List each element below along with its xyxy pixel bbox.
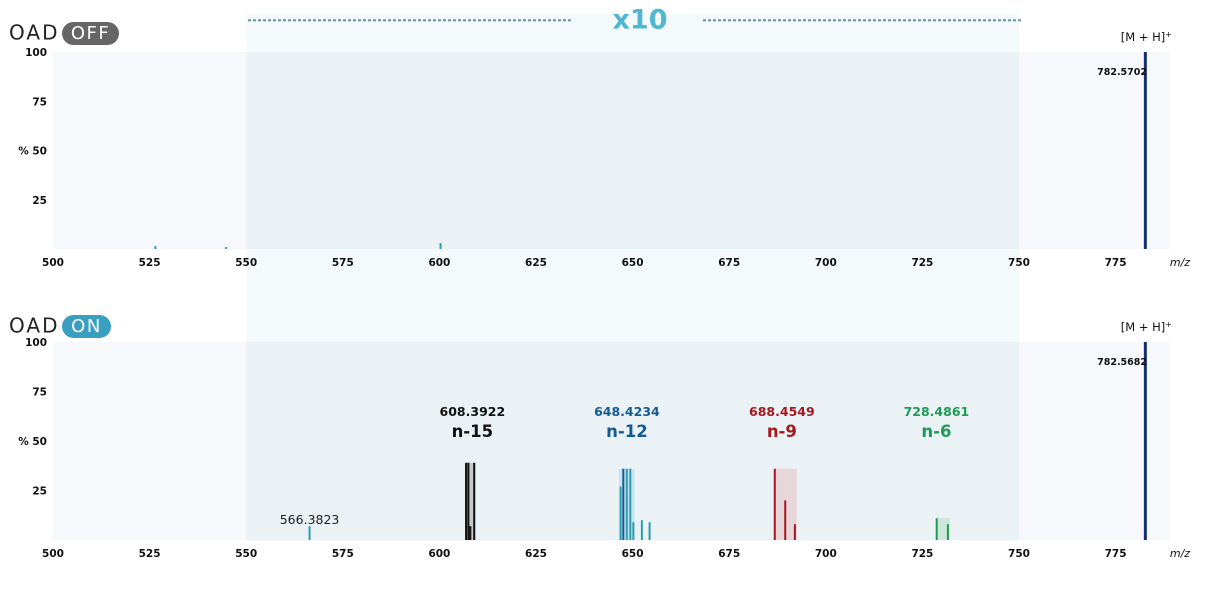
peak-bar [946, 524, 949, 540]
peak-bar [439, 243, 442, 249]
precursor-label: [M + H]+ [1121, 30, 1172, 44]
peak-bar [793, 524, 796, 540]
peak-bar [629, 468, 632, 540]
peak-bar [622, 468, 625, 540]
peak-bar [632, 522, 635, 540]
peak-bar [469, 526, 472, 540]
x-tick-label: 550 [235, 257, 257, 269]
peak-bar [308, 526, 311, 540]
zoom-area [246, 52, 1019, 249]
x-tick-label: 500 [42, 257, 64, 269]
peak-bar [784, 500, 787, 540]
badge-on [62, 315, 111, 338]
x-tick-label: 525 [139, 548, 161, 560]
x-tick-label: 625 [525, 257, 547, 269]
y-tick-label: % 50 [18, 436, 47, 448]
fragment-mz-label: 728.4861 [904, 404, 970, 419]
fragment-n-label: n-6 [921, 422, 951, 441]
highlight-band [465, 462, 476, 540]
fragment-n-label: n-12 [606, 422, 648, 441]
peak-bar [648, 522, 651, 540]
peak-bar [935, 518, 938, 540]
precursor-label: [M + H]+ [1121, 320, 1172, 334]
fragment-mz-label: 688.4549 [749, 404, 815, 419]
highlight-band [935, 518, 950, 540]
badge-text: ON [71, 316, 102, 337]
x-axis-label: m/z [1170, 547, 1190, 560]
x-tick-label: 575 [332, 548, 354, 560]
x-tick-label: 650 [622, 257, 644, 269]
x-tick-label: 750 [1008, 257, 1030, 269]
x-tick-label: 525 [139, 257, 161, 269]
badge-off [62, 22, 119, 45]
precursor-mz-label: 782.5702 [1097, 67, 1147, 78]
zoom-area [246, 342, 1019, 540]
mode-label: OAD [9, 21, 59, 45]
fragment-n-label: n-15 [452, 422, 494, 441]
x-tick-label: 725 [911, 257, 933, 269]
badge-text: OFF [71, 23, 110, 44]
x-tick-label: 550 [235, 548, 257, 560]
mode-label: OAD [9, 314, 59, 338]
y-tick-label: % 50 [18, 146, 47, 158]
peak-bar [773, 468, 776, 540]
fragment-mz-label: 608.3922 [440, 404, 506, 419]
y-tick-label: 100 [25, 47, 47, 59]
zoom-label: x10 [613, 5, 668, 36]
peak-bar [640, 520, 643, 540]
peak-bar [625, 468, 628, 540]
peak-bar [465, 462, 468, 540]
x-tick-label: 750 [1008, 548, 1030, 560]
x-tick-label: 575 [332, 257, 354, 269]
panel-on: OAD ON [M + H]+ 782.5682 608.3922 n-15 648.423… [9, 314, 1190, 561]
peak-bar [467, 462, 470, 540]
y-tick-label: 75 [32, 387, 47, 399]
y-tick-label: 75 [32, 96, 47, 108]
peak-bar [1143, 342, 1147, 540]
x-tick-label: 600 [428, 257, 450, 269]
peak-bar [225, 247, 228, 249]
x-tick-label: 500 [42, 548, 64, 560]
x-tick-label: 675 [718, 257, 740, 269]
fragment-n-label: n-9 [767, 422, 797, 441]
precursor-mz-label: 782.5682 [1097, 357, 1147, 368]
x-tick-label: 725 [911, 548, 933, 560]
peak-bar [619, 486, 622, 540]
x-tick-label: 650 [622, 548, 644, 560]
fragment-mz-label: 648.4234 [594, 404, 660, 419]
peak-bar [1143, 52, 1147, 249]
x-tick-label: 700 [815, 257, 837, 269]
x-tick-label: 600 [428, 548, 450, 560]
panel-off: OAD OFF x10 [M + H]+ 782.5702 25 % 50 75 100 500 5… [9, 5, 1190, 270]
y-tick-label: 100 [25, 337, 47, 349]
x-axis-label: m/z [1170, 256, 1190, 269]
x-tick-label: 625 [525, 548, 547, 560]
y-tick-label: 25 [32, 486, 47, 498]
peak-bar [154, 246, 157, 249]
x-tick-label: 700 [815, 548, 837, 560]
x-tick-label: 675 [718, 548, 740, 560]
fragment-mz-label-566: 566.3823 [280, 512, 340, 527]
x-tick-label: 775 [1105, 548, 1127, 560]
peak-bar [473, 462, 476, 540]
x-tick-label: 775 [1105, 257, 1127, 269]
y-tick-label: 25 [32, 195, 47, 207]
